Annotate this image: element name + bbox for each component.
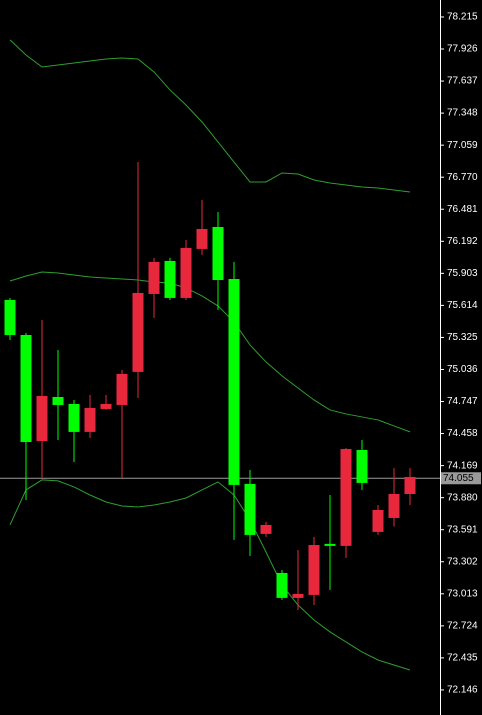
candle-body xyxy=(356,449,368,483)
y-tick-label: 73.302 xyxy=(447,556,478,567)
candle-body xyxy=(148,261,160,294)
candle-body xyxy=(52,396,64,405)
candle-body xyxy=(116,373,128,405)
y-tick-label: 75.325 xyxy=(447,332,478,343)
candle-body xyxy=(100,403,112,409)
y-tick-label: 77.926 xyxy=(447,44,478,55)
candle-body xyxy=(340,448,352,546)
y-tick-label: 77.348 xyxy=(447,108,478,119)
y-tick-label: 73.013 xyxy=(447,588,478,599)
candle-body xyxy=(276,572,288,598)
candle-body xyxy=(372,509,384,532)
y-tick-label: 74.169 xyxy=(447,460,478,471)
candle-body xyxy=(4,299,16,335)
candle-body xyxy=(196,228,208,249)
candle-body xyxy=(228,278,240,485)
candle-body xyxy=(212,226,224,280)
y-tick-label: 78.215 xyxy=(447,12,478,23)
y-tick-label: 72.724 xyxy=(447,620,478,631)
candle-body xyxy=(404,476,416,495)
candle-body xyxy=(164,260,176,298)
y-tick-label: 77.637 xyxy=(447,76,478,87)
candle-body xyxy=(20,334,32,442)
y-tick-label: 76.770 xyxy=(447,172,478,183)
y-tick-label: 74.458 xyxy=(447,428,478,439)
y-tick-label: 75.614 xyxy=(447,300,478,311)
candle-body xyxy=(308,545,320,595)
candle-body xyxy=(84,407,96,432)
candle-body xyxy=(132,292,144,372)
band-upper xyxy=(9,39,411,193)
candle-body xyxy=(324,543,336,546)
band-middle xyxy=(9,271,411,433)
candle-body xyxy=(36,395,48,441)
candle-body xyxy=(180,247,192,298)
y-tick-label: 72.146 xyxy=(447,685,478,696)
y-tick-label: 72.435 xyxy=(447,653,478,664)
candle-body xyxy=(260,524,272,534)
y-tick-label: 74.747 xyxy=(447,396,478,407)
current-price-box xyxy=(441,472,481,485)
current-price-label: 74.055 xyxy=(443,473,474,484)
y-tick-label: 73.880 xyxy=(447,492,478,503)
y-tick-label: 75.903 xyxy=(447,268,478,279)
candle-body xyxy=(244,483,256,535)
candle-body xyxy=(292,593,304,598)
y-tick-label: 75.036 xyxy=(447,364,478,375)
candle-body xyxy=(388,494,400,518)
band-lower xyxy=(9,479,411,671)
y-tick-label: 73.591 xyxy=(447,524,478,535)
y-tick-label: 76.192 xyxy=(447,236,478,247)
candle-body xyxy=(68,403,80,432)
y-tick-label: 77.059 xyxy=(447,140,478,151)
y-tick-label: 76.481 xyxy=(447,204,478,215)
